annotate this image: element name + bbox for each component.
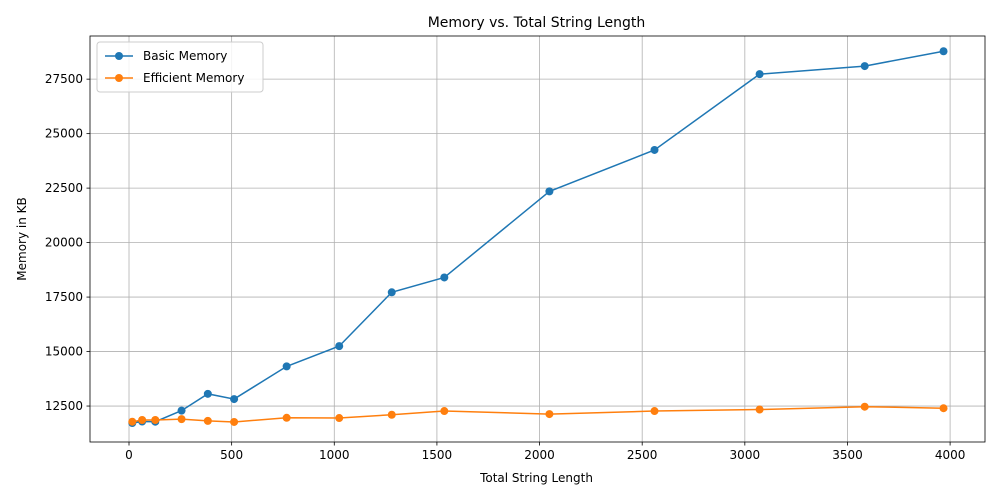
data-point-basic-memory <box>939 47 948 56</box>
series-efficient-memory <box>128 402 948 426</box>
data-point-efficient-memory <box>177 415 186 424</box>
y-axis-label: Memory in KB <box>15 197 29 280</box>
x-tick-label: 3500 <box>832 448 863 462</box>
x-tick-label: 500 <box>220 448 243 462</box>
y-tick-label: 20000 <box>45 236 83 250</box>
series-group <box>128 47 948 428</box>
data-point-basic-memory <box>860 62 869 71</box>
y-tick-label: 15000 <box>45 345 83 359</box>
legend-label-efficient-memory: Efficient Memory <box>143 71 244 85</box>
data-point-efficient-memory <box>151 415 160 424</box>
legend-swatch-marker-basic-memory <box>115 52 123 60</box>
y-tick-label: 12500 <box>45 399 83 413</box>
data-point-efficient-memory <box>440 407 449 416</box>
data-point-efficient-memory <box>203 416 212 425</box>
data-point-efficient-memory <box>545 410 554 419</box>
data-point-efficient-memory <box>755 405 764 414</box>
data-point-efficient-memory <box>387 410 396 419</box>
y-axis-ticks: 12500 15000 17500 20000 22500 25000 27500 <box>45 72 90 413</box>
series-basic-memory <box>128 47 948 428</box>
data-point-basic-memory <box>203 389 212 398</box>
data-point-efficient-memory <box>138 415 147 424</box>
y-tick-label: 27500 <box>45 72 83 86</box>
data-point-basic-memory <box>545 187 554 196</box>
y-tick-label: 25000 <box>45 127 83 141</box>
x-tick-label: 2000 <box>524 448 555 462</box>
plot-frame <box>89 35 986 443</box>
data-point-efficient-memory <box>230 417 239 426</box>
legend-box <box>96 41 264 93</box>
x-tick-label: 2500 <box>627 448 658 462</box>
data-point-efficient-memory <box>939 404 948 413</box>
y-tick-label: 22500 <box>45 181 83 195</box>
data-point-efficient-memory <box>128 417 137 426</box>
data-point-basic-memory <box>335 342 344 351</box>
x-tick-label: 1000 <box>319 448 350 462</box>
x-axis-label: Total String Length <box>479 471 593 485</box>
data-point-basic-memory <box>282 362 291 371</box>
x-axis-ticks: 0 500 1000 1500 2000 2500 3000 3500 4000 <box>125 442 965 462</box>
data-point-basic-memory <box>387 288 396 297</box>
data-point-efficient-memory <box>335 414 344 423</box>
data-point-basic-memory <box>230 395 239 404</box>
data-point-basic-memory <box>177 406 186 415</box>
legend-swatch-marker-efficient-memory <box>115 74 123 82</box>
data-point-efficient-memory <box>860 402 869 411</box>
x-tick-label: 3000 <box>730 448 761 462</box>
data-point-efficient-memory <box>650 407 659 416</box>
legend-label-basic-memory: Basic Memory <box>143 49 227 63</box>
data-point-basic-memory <box>755 70 764 79</box>
x-tick-label: 4000 <box>935 448 966 462</box>
x-tick-label: 0 <box>125 448 133 462</box>
chart-title: Memory vs. Total String Length <box>428 15 646 31</box>
x-tick-label: 1500 <box>422 448 453 462</box>
grid <box>90 36 985 442</box>
y-tick-label: 17500 <box>45 290 83 304</box>
legend: Basic Memory Efficient Memory <box>96 41 264 93</box>
data-point-efficient-memory <box>282 413 291 422</box>
data-point-basic-memory <box>440 273 449 282</box>
data-point-basic-memory <box>650 145 659 154</box>
